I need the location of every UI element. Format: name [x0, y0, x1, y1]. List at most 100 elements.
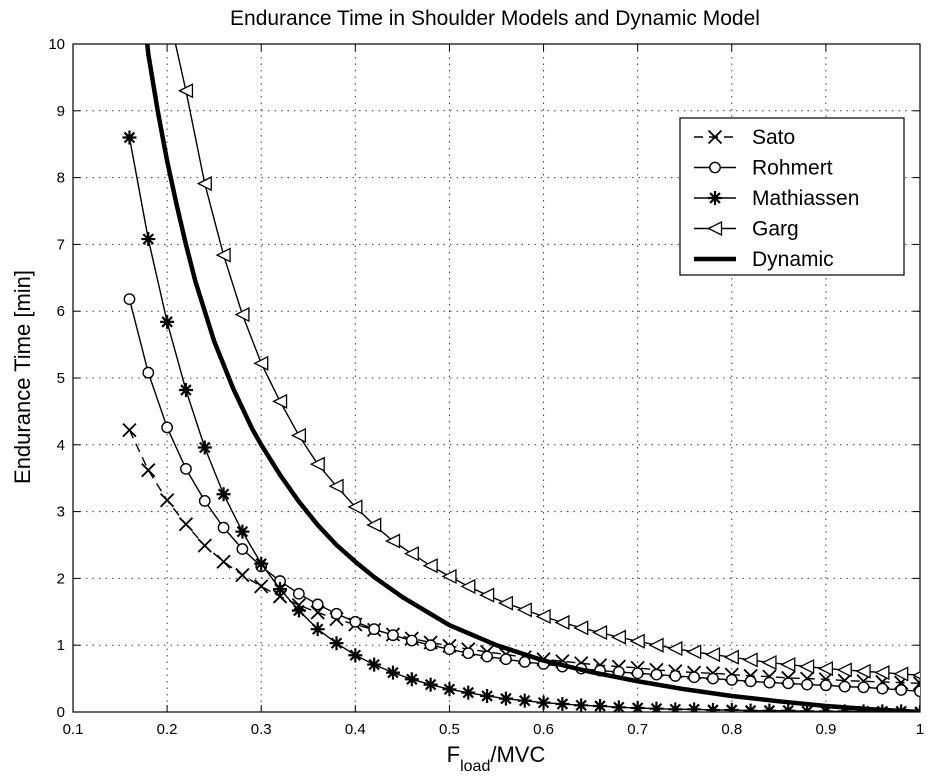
marker-circle [707, 672, 719, 685]
marker-circle [161, 421, 174, 434]
marker-asterisk [216, 487, 231, 502]
y-tick-label: 0 [57, 704, 65, 721]
legend-entry-rohmert: Rohmert [694, 157, 833, 180]
x-tick-label: 0.4 [345, 721, 366, 738]
marker-circle [349, 615, 362, 628]
marker-circle [914, 685, 920, 698]
marker-asterisk [329, 636, 344, 651]
marker-circle [180, 462, 192, 475]
marker-circle [838, 680, 851, 693]
marker-circle [819, 679, 832, 692]
marker-asterisk [385, 665, 400, 680]
y-tick-label: 7 [57, 236, 65, 253]
x-tick-label: 0.5 [439, 721, 460, 738]
marker-asterisk [536, 695, 551, 710]
marker-circle [857, 681, 870, 694]
marker-circle [217, 521, 230, 534]
marker-triangle-left [761, 655, 777, 671]
x-axis-label: Fload/MVC [447, 742, 546, 775]
marker-circle [330, 607, 343, 620]
marker-asterisk [574, 698, 589, 712]
marker-triangle-left [686, 644, 702, 660]
marker-asterisk [708, 191, 722, 205]
marker-x [178, 517, 194, 532]
legend-entry-dynamic: Dynamic [694, 248, 834, 271]
marker-asterisk [762, 703, 777, 712]
marker-triangle-left [667, 640, 683, 657]
marker-triangle-left [309, 456, 325, 472]
marker-triangle-left [855, 663, 871, 679]
marker-triangle-left [705, 647, 721, 663]
marker-circle [744, 675, 757, 688]
legend-label-sato: Sato [752, 126, 795, 149]
marker-circle [462, 647, 475, 660]
marker-triangle-left [177, 83, 194, 99]
marker-triangle-left [385, 533, 401, 549]
marker-asterisk [687, 702, 702, 712]
marker-x [254, 579, 269, 594]
marker-x [141, 463, 156, 478]
marker-circle [368, 623, 381, 636]
x-tick-label: 0.2 [157, 721, 178, 738]
marker-asterisk [310, 622, 325, 637]
x-axis-label-main: F [447, 742, 460, 767]
y-tick-label: 9 [57, 103, 65, 120]
y-tick-label: 3 [57, 504, 65, 521]
marker-circle [236, 543, 249, 555]
marker-triangle-left [554, 614, 570, 631]
marker-asterisk [273, 582, 288, 597]
marker-asterisk [668, 702, 683, 712]
marker-asterisk [404, 672, 419, 687]
x-tick-label: 0.8 [721, 721, 742, 738]
marker-circle [631, 667, 644, 680]
marker-triangle-left [422, 558, 438, 574]
marker-triangle-left [893, 666, 909, 682]
marker-triangle-left [253, 355, 269, 371]
legend: Sato Rohmert Mathiassen Garg Dynamic [679, 117, 905, 276]
marker-triangle-left [441, 568, 457, 584]
marker-circle [801, 678, 813, 691]
marker-circle [481, 650, 493, 663]
marker-circle [709, 161, 721, 174]
y-tick-label: 2 [57, 570, 65, 587]
marker-asterisk [498, 691, 513, 706]
marker-asterisk [442, 682, 457, 697]
marker-triangle-left [912, 671, 920, 680]
series-garg [174, 44, 920, 682]
marker-circle [142, 366, 155, 379]
marker-asterisk [611, 700, 626, 712]
series-line-dynamic [145, 44, 920, 712]
marker-x [235, 567, 250, 583]
marker-asterisk [461, 685, 476, 700]
marker-triangle-left [234, 306, 250, 323]
chart-title: Endurance Time in Shoulder Models and Dy… [230, 7, 760, 30]
marker-circle [688, 671, 701, 684]
marker-asterisk [837, 704, 852, 712]
marker-triangle-left [610, 629, 626, 645]
marker-triangle-left [215, 247, 231, 263]
marker-triangle-left [799, 659, 815, 675]
marker-asterisk [743, 703, 758, 712]
marker-circle [405, 634, 418, 647]
y-tick-label: 8 [57, 170, 65, 187]
marker-asterisk [291, 603, 306, 618]
marker-triangle-left [742, 652, 758, 668]
legend-label-mathiassen: Mathiassen [752, 187, 859, 210]
marker-circle [876, 682, 889, 695]
marker-triangle-left [707, 220, 723, 237]
marker-triangle-left [629, 633, 645, 649]
marker-circle [387, 629, 399, 642]
marker-triangle-left [366, 517, 382, 533]
y-axis-label: Endurance Time [min] [10, 270, 35, 484]
marker-asterisk [724, 702, 739, 712]
marker-asterisk [480, 688, 495, 703]
marker-x [707, 129, 723, 145]
marker-asterisk [800, 704, 815, 712]
marker-asterisk [197, 440, 212, 455]
marker-circle [500, 653, 512, 666]
marker-triangle-left [874, 665, 890, 681]
marker-asterisk [178, 383, 193, 398]
x-tick-label: 0.3 [251, 721, 272, 738]
